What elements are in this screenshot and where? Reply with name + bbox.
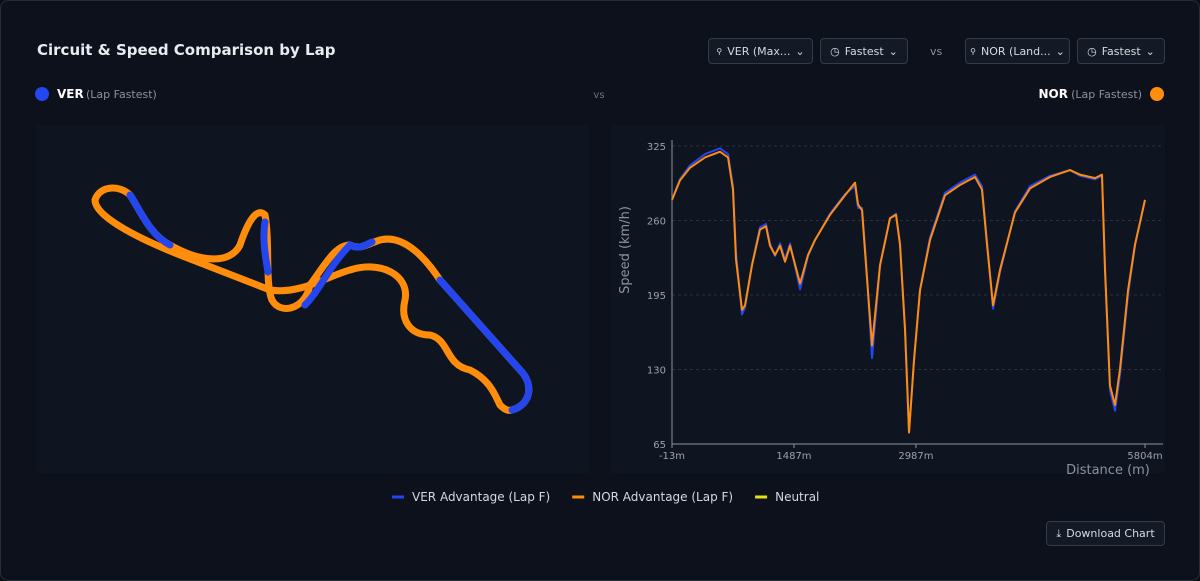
lap-select[interactable]: ◷ Fastest ⌄ — [1077, 38, 1165, 64]
driver-select[interactable]: ⚲ VER (Max... ⌄ — [708, 38, 813, 64]
driver-select[interactable]: ⚲ NOR (Land... ⌄ — [965, 38, 1070, 64]
vs: vs — [930, 45, 943, 58]
lap-a: Fastest — [844, 44, 884, 58]
driver-a: VER (Max... — [727, 44, 791, 58]
lap-b: Fastest — [1101, 44, 1141, 58]
lap-select[interactable]: ◷ Fastest ⌄ — [820, 38, 908, 64]
driver-b: NOR (Land... — [981, 44, 1051, 58]
download-label: Download Chart — [1066, 527, 1155, 540]
download-button[interactable]: ⤓ Download Chart — [1046, 521, 1165, 546]
title: Circuit & Speed Comparison by Lap — [37, 41, 336, 59]
